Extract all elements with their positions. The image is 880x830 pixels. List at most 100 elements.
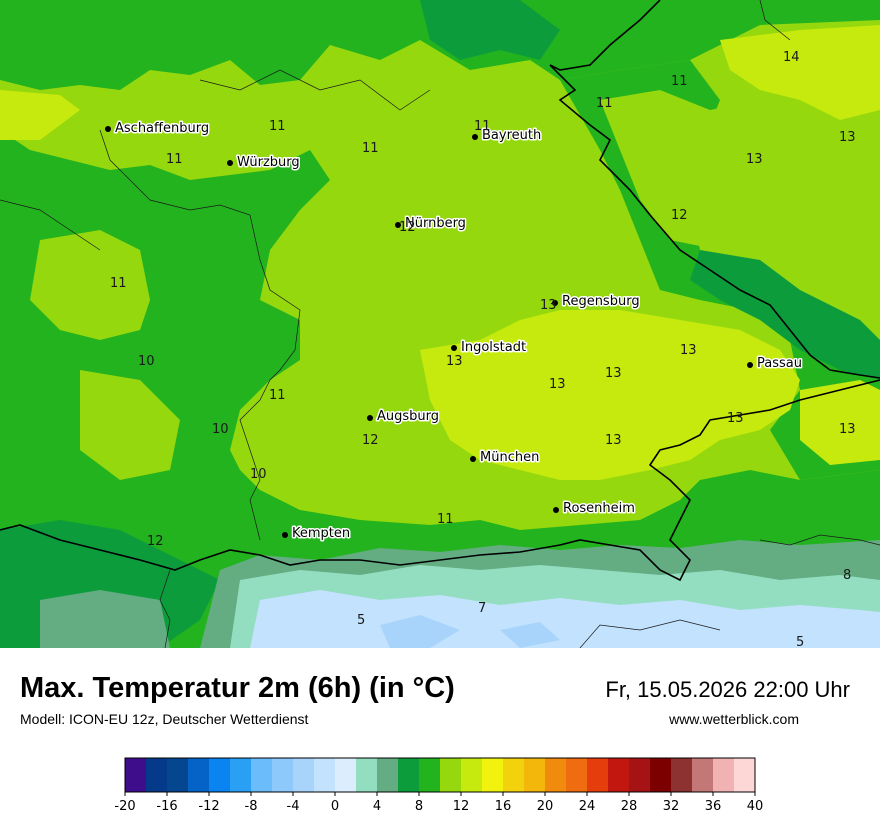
legend-swatch (650, 758, 672, 792)
legend-swatch (314, 758, 336, 792)
temp-value: 5 (796, 635, 804, 648)
temp-value: 11 (110, 276, 127, 291)
city-dot (227, 160, 233, 166)
legend-swatches (125, 758, 756, 792)
legend-tick-label: 16 (495, 799, 512, 814)
legend-swatch (272, 758, 294, 792)
city-dot (470, 456, 476, 462)
temp-value: 10 (250, 467, 267, 482)
legend-swatch (713, 758, 735, 792)
legend-swatch (482, 758, 504, 792)
map-title: Max. Temperatur 2m (6h) (in °C) (20, 672, 455, 704)
model-source: Modell: ICON-EU 12z, Deutscher Wetterdie… (20, 711, 309, 727)
city-dot (472, 134, 478, 140)
city-label-ingolstadt: Ingolstadt (461, 340, 526, 355)
legend-swatch (545, 758, 567, 792)
city-label-bayreuth: Bayreuth (482, 128, 541, 143)
legend-swatch (629, 758, 651, 792)
temp-value: 12 (399, 220, 416, 235)
temp-value: 13 (540, 298, 557, 313)
legend-swatch (293, 758, 315, 792)
city-labels: Aschaffenburg Würzburg Bayreuth Nürnberg… (114, 120, 804, 543)
temp-value: 12 (362, 433, 379, 448)
legend-swatch (146, 758, 168, 792)
temperature-zones (0, 0, 880, 648)
legend-tick-label: 28 (621, 799, 638, 814)
temp-value: 13 (605, 433, 622, 448)
legend-tick-label: 4 (373, 799, 381, 814)
legend-tick-label: -20 (114, 799, 135, 814)
city-dot (553, 507, 559, 513)
legend-swatch (671, 758, 693, 792)
city-label-regensburg: Regensburg (562, 294, 640, 309)
legend-tick-label: -12 (198, 799, 219, 814)
legend-swatch (692, 758, 714, 792)
color-legend: -20 -16 -12 -8 -4 0 4 8 12 16 20 24 28 32 36 40 (114, 757, 763, 814)
legend-swatch (251, 758, 273, 792)
city-dot (282, 532, 288, 538)
temp-value: 13 (839, 422, 856, 437)
legend-tick-label: -4 (287, 799, 300, 814)
legend-tick-label: 20 (537, 799, 554, 814)
city-dot (747, 362, 753, 368)
temp-value: 11 (474, 119, 491, 134)
alpine-zone (40, 540, 880, 648)
temp-value: 7 (478, 601, 486, 616)
city-label-passau: Passau (757, 356, 802, 371)
legend-swatch (335, 758, 357, 792)
city-label-rosenheim: Rosenheim (563, 501, 635, 516)
temperature-map: Aschaffenburg Würzburg Bayreuth Nürnberg… (0, 0, 880, 648)
legend-tick-label: 0 (331, 799, 339, 814)
legend-tick-label: -16 (156, 799, 177, 814)
legend-swatch (461, 758, 483, 792)
legend-ticks: -20 -16 -12 -8 -4 0 4 8 12 16 20 24 28 32 36 40 (114, 792, 763, 814)
city-dot (552, 300, 558, 306)
temp-value: 13 (746, 152, 763, 167)
legend-swatch (524, 758, 546, 792)
legend-swatch (440, 758, 462, 792)
legend-swatch (188, 758, 210, 792)
city-markers (105, 126, 753, 538)
legend-swatch (608, 758, 630, 792)
city-label-kempten: Kempten (292, 526, 350, 541)
city-dot (451, 345, 457, 351)
temp-value: 5 (357, 613, 365, 628)
legend-swatch (377, 758, 399, 792)
temp-value: 13 (605, 366, 622, 381)
legend-swatch (398, 758, 420, 792)
legend-swatch (566, 758, 588, 792)
city-label-muenchen: München (480, 450, 539, 465)
forecast-datetime: Fr, 15.05.2026 22:00 Uhr (605, 677, 850, 702)
legend-tick-label: 12 (453, 799, 470, 814)
temp-value: 13 (680, 343, 697, 358)
temp-value: 13 (446, 354, 463, 369)
city-label-augsburg: Augsburg (377, 409, 439, 424)
temp-value: 13 (549, 377, 566, 392)
temperature-values: 14 11 11 11 13 11 11 11 13 12 12 11 13 1… (110, 50, 856, 648)
borders (0, 0, 880, 648)
legend-swatch (167, 758, 189, 792)
temp-value: 11 (437, 512, 454, 527)
legend-swatch (503, 758, 525, 792)
legend-tick-label: -8 (245, 799, 258, 814)
legend-tick-label: 32 (663, 799, 680, 814)
website-link[interactable]: www.wetterblick.com (669, 711, 799, 727)
legend-tick-label: 24 (579, 799, 596, 814)
temp-value: 11 (362, 141, 379, 156)
temp-value: 13 (839, 130, 856, 145)
city-label-wuerzburg: Würzburg (237, 155, 300, 170)
legend-swatch (734, 758, 756, 792)
temp-value: 14 (783, 50, 800, 65)
temp-value: 11 (269, 388, 286, 403)
temp-value: 11 (269, 119, 286, 134)
city-dot (367, 415, 373, 421)
legend-swatch (209, 758, 231, 792)
temp-value: 11 (166, 152, 183, 167)
city-dot (395, 222, 401, 228)
legend-swatch (230, 758, 252, 792)
city-label-aschaffenburg: Aschaffenburg (115, 121, 209, 136)
temp-value: 10 (138, 354, 155, 369)
legend-swatch (419, 758, 441, 792)
city-label-nuernberg: Nürnberg (405, 216, 466, 231)
temp-value: 13 (727, 411, 744, 426)
